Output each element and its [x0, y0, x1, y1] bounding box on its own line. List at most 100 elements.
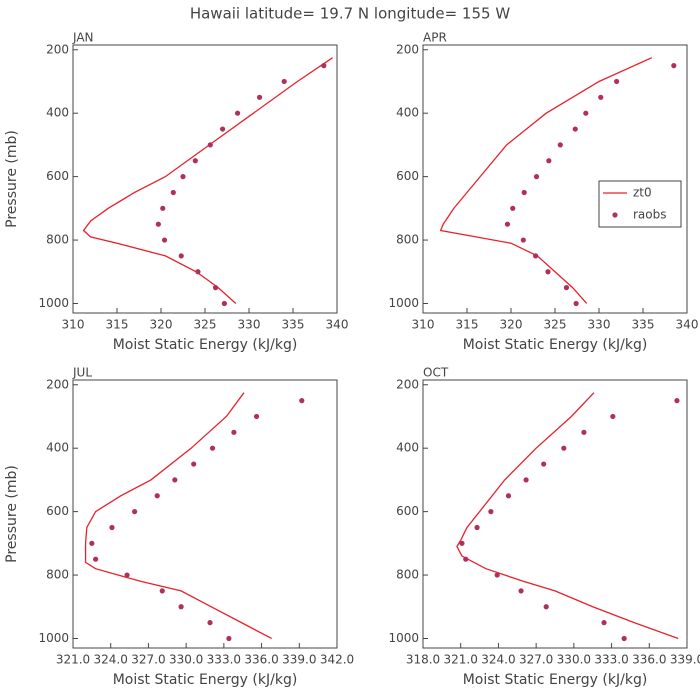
panel-title: APR — [423, 31, 447, 45]
x-tick-label: 336.0 — [244, 653, 278, 667]
profile-line — [439, 57, 653, 304]
x-tick-label: 318.0 — [406, 653, 440, 667]
obs-point — [541, 461, 547, 467]
obs-point — [581, 429, 587, 435]
obs-point — [321, 63, 327, 69]
profile-line — [82, 57, 333, 304]
x-tick-label: 321.0 — [56, 653, 90, 667]
y-tick-label: 600 — [396, 169, 419, 183]
profile-line — [456, 392, 679, 640]
obs-point — [207, 142, 213, 148]
obs-point — [671, 63, 677, 69]
obs-point — [601, 620, 607, 626]
obs-point — [220, 126, 226, 132]
obs-point — [209, 445, 216, 451]
x-tick-label: 324.0 — [481, 653, 515, 667]
obs-point — [572, 126, 578, 132]
obs-point — [621, 635, 627, 642]
x-axis-label: Moist Static Energy (kJ/kg) — [463, 672, 648, 688]
obs-point — [488, 509, 494, 515]
obs-point — [192, 158, 198, 164]
obs-point — [563, 285, 570, 291]
obs-point — [545, 269, 551, 275]
x-tick-label: 325 — [194, 318, 217, 332]
x-tick-label: 320 — [500, 318, 523, 332]
y-tick-label: 600 — [46, 504, 69, 518]
x-tick-label: 321.0 — [444, 653, 478, 667]
plot-frame — [72, 379, 338, 649]
obs-point — [253, 413, 260, 420]
obs-point — [557, 142, 563, 148]
plot-frame — [72, 44, 338, 314]
obs-point — [124, 572, 130, 578]
obs-point — [543, 604, 549, 610]
profile-line — [84, 392, 272, 640]
x-tick-label: 335 — [632, 318, 655, 332]
obs-point — [178, 604, 184, 610]
x-tick-label: 340 — [676, 318, 699, 332]
y-tick-label: 200 — [396, 377, 419, 391]
obs-point — [180, 174, 186, 180]
x-tick-label: 315 — [456, 318, 479, 332]
x-axis-label: Moist Static Energy (kJ/kg) — [463, 337, 648, 353]
obs-point — [598, 94, 604, 100]
obs-point — [93, 556, 99, 562]
plot-frame — [422, 379, 688, 649]
obs-point — [226, 635, 232, 642]
x-tick-label: 330 — [238, 318, 261, 332]
y-tick-label: 800 — [46, 233, 69, 247]
y-tick-label: 600 — [46, 169, 69, 183]
x-axis-label: Moist Static Energy (kJ/kg) — [113, 337, 298, 353]
obs-point — [221, 300, 227, 307]
legend-label: raobs — [633, 208, 667, 222]
obs-point — [299, 398, 305, 404]
obs-point — [518, 588, 524, 594]
x-tick-label: 315 — [106, 318, 129, 332]
obs-point — [521, 189, 527, 196]
x-tick-label: 336.0 — [632, 653, 666, 667]
obs-point — [154, 493, 160, 499]
obs-point — [674, 398, 680, 404]
x-tick-label: 310 — [412, 318, 435, 332]
obs-point — [160, 205, 166, 211]
obs-point — [212, 285, 219, 291]
x-tick-label: 335 — [282, 318, 305, 332]
y-tick-label: 400 — [46, 441, 69, 455]
legend-box — [598, 180, 682, 228]
x-tick-label: 333.0 — [594, 653, 628, 667]
x-tick-label: 320 — [150, 318, 173, 332]
x-tick-label: 327.0 — [131, 653, 165, 667]
y-tick-label: 800 — [46, 568, 69, 582]
obs-point — [474, 524, 480, 531]
figure-title: Hawaii latitude= 19.7 N longitude= 155 W — [190, 5, 510, 23]
obs-point — [161, 237, 168, 243]
obs-point — [505, 493, 512, 499]
y-tick-label: 600 — [396, 504, 419, 518]
x-tick-label: 333.0 — [207, 653, 241, 667]
x-tick-label: 340 — [326, 318, 349, 332]
obs-point — [610, 413, 616, 420]
obs-point — [178, 253, 184, 259]
obs-point — [170, 189, 176, 196]
y-tick-label: 1000 — [388, 631, 419, 645]
y-tick-label: 200 — [396, 42, 419, 56]
obs-point — [520, 237, 526, 243]
legend-label: zt0 — [633, 186, 652, 200]
obs-point — [463, 556, 469, 562]
y-tick-label: 200 — [46, 377, 69, 391]
y-tick-label: 800 — [396, 233, 419, 247]
obs-point — [155, 221, 161, 227]
plot-frame — [422, 44, 688, 314]
obs-point — [459, 540, 465, 546]
obs-point — [546, 158, 552, 164]
obs-point — [533, 174, 540, 180]
y-tick-label: 1000 — [388, 296, 419, 310]
obs-point — [510, 205, 516, 211]
obs-point — [132, 509, 138, 515]
obs-point — [533, 253, 539, 259]
x-tick-label: 339.0 — [670, 653, 700, 667]
x-tick-label: 330 — [588, 318, 611, 332]
y-tick-label: 400 — [396, 441, 419, 455]
